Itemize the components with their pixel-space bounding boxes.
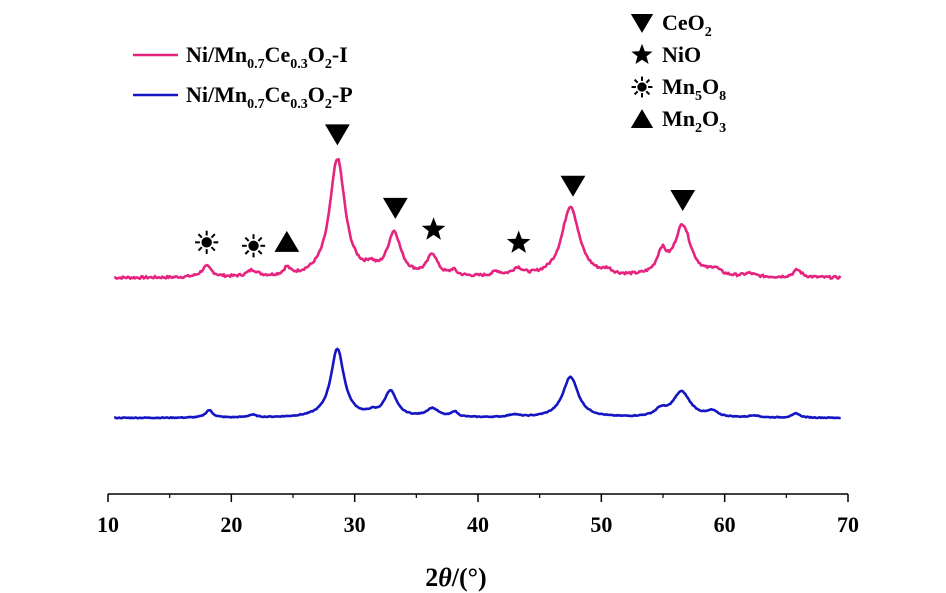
series-line-2: [113, 347, 842, 420]
legend-label-2: Ni/Mn0.7Ce0.3O2-P: [186, 82, 353, 112]
x-axis-label-suffix: /(°): [451, 563, 487, 592]
phase-marker-ceo2-icon: [670, 189, 696, 211]
phase-marker-mn5o8-icon: [195, 230, 219, 254]
legend-triangle-down-icon: [630, 14, 654, 33]
phase-marker-ceo2-icon: [560, 175, 586, 197]
legend-label-1: Ni/Mn0.7Ce0.3O2-I: [186, 42, 348, 72]
series-legend: Ni/Mn0.7Ce0.3O2-I Ni/Mn0.7Ce0.3O2-P: [133, 42, 353, 112]
legend-sun-icon: [631, 76, 653, 98]
legend-star-icon: [631, 43, 653, 64]
phase-marker-nio-icon: [506, 230, 531, 253]
series-line-1: [113, 157, 842, 280]
x-tick-label: 50: [590, 512, 612, 537]
series-group: [113, 157, 842, 420]
x-axis-label-prefix: 2: [425, 563, 438, 592]
phase-marker-mn2o3-icon: [274, 230, 300, 252]
x-tick-label: 20: [220, 512, 242, 537]
symbol-legend-label-ceo2: CeO2: [662, 10, 712, 40]
phase-marker-nio-icon: [421, 217, 446, 240]
x-axis-label: 2θ/(°): [425, 563, 486, 592]
phase-marker-ceo2-icon: [382, 197, 408, 219]
x-tick-label: 30: [344, 512, 366, 537]
x-tick-label: 10: [97, 512, 119, 537]
phase-markers: [195, 124, 696, 258]
x-tick-label: 60: [714, 512, 736, 537]
x-axis-label-theta: θ: [438, 563, 452, 592]
phase-marker-mn5o8-icon: [241, 234, 266, 258]
phase-marker-ceo2-icon: [325, 124, 350, 146]
symbol-legend-label-nio: NiO: [662, 42, 701, 67]
x-tick-label: 40: [467, 512, 489, 537]
symbol-legend-label-mn5o8: Mn5O8: [662, 74, 726, 104]
symbol-legend-label-mn2o3: Mn2O3: [662, 106, 726, 136]
x-axis: 10 20 30 40 50 60 70: [97, 493, 859, 537]
legend-triangle-up-icon: [630, 109, 654, 128]
x-tick-label: 70: [837, 512, 859, 537]
